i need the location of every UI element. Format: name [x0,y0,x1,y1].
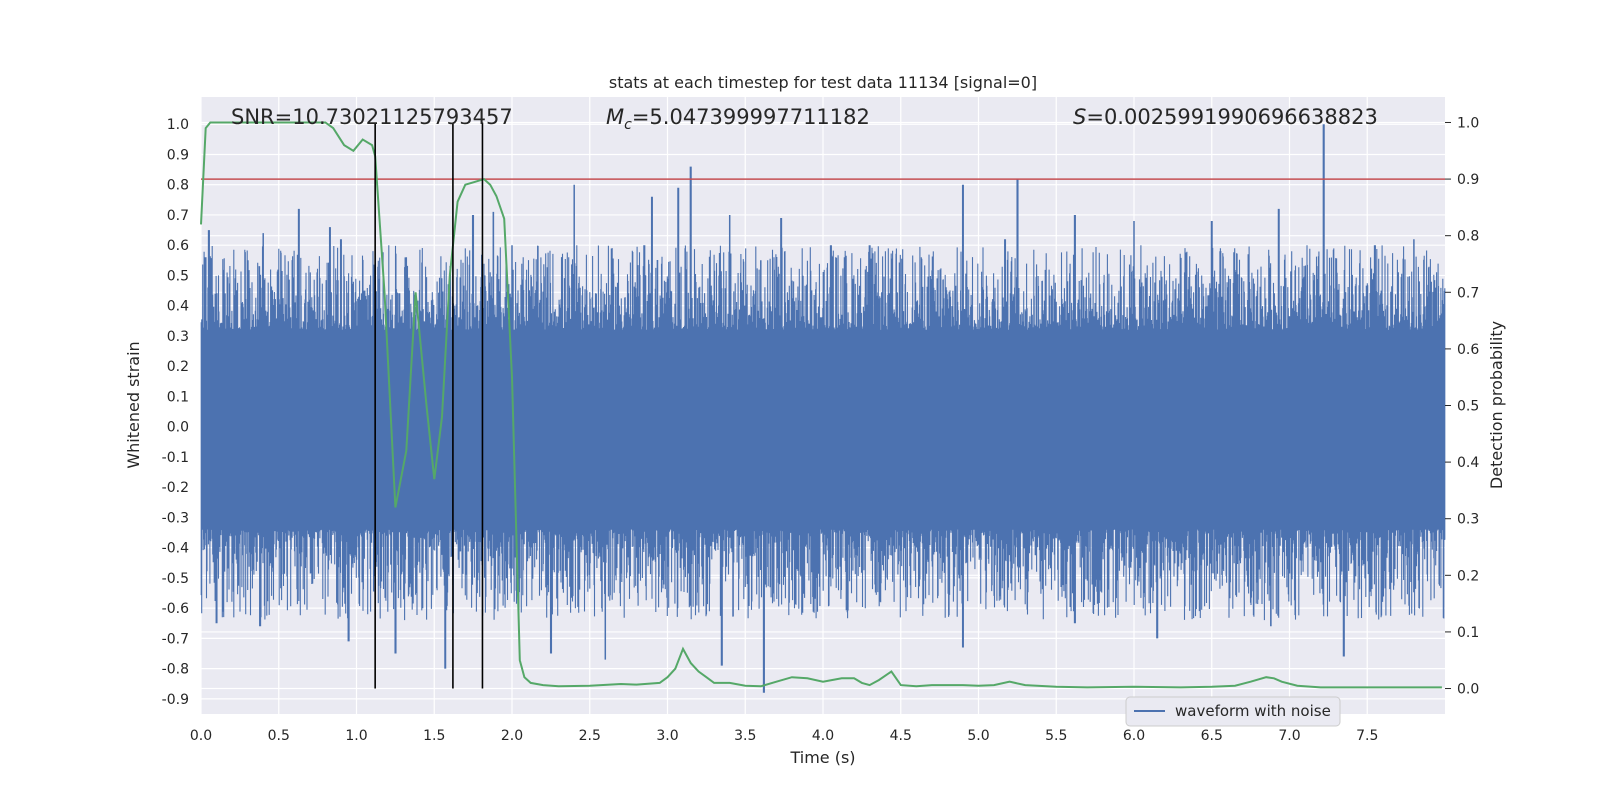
y-left-tick-label: 0.6 [167,238,189,254]
x-tick-label: 6.0 [1123,728,1145,744]
x-tick-label: 4.0 [812,728,834,744]
x-tick-label: 7.0 [1278,728,1300,744]
x-tick-label: 0.0 [190,728,212,744]
snr-annotation: SNR=10.73021125793457 [231,105,513,129]
y-left-tick-label: -0.6 [162,601,189,617]
x-tick-label: 5.0 [967,728,989,744]
y-right-tick-label: 0.4 [1457,455,1479,471]
y-left-tick-label: 0.8 [167,178,189,194]
y-axis-left-ticks: 1.0 0.9 0.8 0.7 0.6 0.5 0.4 0.3 0.2 0.1 0.0 -0.1 -0.… [162,117,189,708]
y-left-tick-label: -0.9 [162,692,189,708]
y-right-tick-label: 0.1 [1457,625,1479,641]
x-tick-label: 6.5 [1201,728,1223,744]
s-value: =0.0025991990696638823 [1086,105,1378,129]
x-axis-ticks: 0.0 0.5 1.0 1.5 2.0 2.5 3.0 3.5 4.0 4.5 5.0 5.5 6.0 6… [190,728,1379,744]
y-left-tick-label: -0.3 [162,510,189,526]
y-left-tick-label: 0.5 [167,268,189,284]
y-right-tick-label: 0.9 [1457,172,1479,188]
y-left-tick-label: -0.1 [162,450,189,466]
chart-title: stats at each timestep for test data 111… [609,73,1037,92]
x-tick-label: 3.0 [656,728,678,744]
s-annotation: S=0.0025991990696638823 [1073,105,1378,129]
y-left-tick-label: -0.4 [162,541,189,557]
y-right-tick-label: 1.0 [1457,115,1479,131]
y-left-tick-label: -0.7 [162,631,189,647]
chirp-mass-annotation: Mc=5.047399997711182 [606,105,870,133]
y-axis-right-ticks: 1.0 0.9 0.8 0.7 0.6 0.5 0.4 0.3 0.2 0.1 0.0 [1445,115,1479,698]
y-left-tick-label: 0.4 [167,299,189,315]
y-left-tick-label: 0.3 [167,329,189,345]
x-tick-label: 5.5 [1045,728,1067,744]
y-axis-left-label: Whitened strain [124,341,143,468]
y-left-tick-label: -0.2 [162,480,189,496]
probability-series [200,121,1445,689]
y-right-tick-label: 0.3 [1457,512,1479,528]
x-tick-label: 1.0 [345,728,367,744]
y-left-tick-label: 0.7 [167,208,189,224]
x-tick-label: 2.0 [501,728,523,744]
y-right-tick-label: 0.6 [1457,342,1479,358]
x-tick-label: 1.5 [423,728,445,744]
y-left-tick-label: 1.0 [167,117,189,133]
x-tick-label: 7.5 [1356,728,1378,744]
y-right-tick-label: 0.2 [1457,568,1479,584]
x-tick-label: 2.5 [579,728,601,744]
x-tick-label: 3.5 [734,728,756,744]
y-left-tick-label: 0.2 [167,359,189,375]
chirp-mass-value: =5.047399997711182 [632,105,870,129]
y-left-tick-label: -0.8 [162,662,189,678]
vertical-markers [374,122,484,689]
x-axis-label: Time (s) [789,748,855,767]
y-right-tick-label: 0.7 [1457,285,1479,301]
x-tick-label: 0.5 [268,728,290,744]
y-left-tick-label: 0.9 [167,147,189,163]
y-left-tick-label: -0.5 [162,571,189,587]
legend-box [1125,696,1341,727]
legend: waveform with noise [1125,696,1341,727]
chirp-mass-symbol: M [606,105,624,129]
y-left-tick-label: 0.1 [167,389,189,405]
chirp-mass-subscript: c [624,117,632,133]
y-right-tick-label: 0.8 [1457,229,1479,245]
y-left-tick-label: 0.0 [167,420,189,436]
probability-line [200,121,1442,689]
y-right-tick-label: 0.5 [1457,399,1479,415]
y-axis-right-label: Detection probability [1487,321,1506,489]
s-symbol: S [1073,105,1086,129]
y-right-tick-label: 0.0 [1457,682,1479,698]
legend-label-waveform: waveform with noise [1175,702,1331,720]
x-tick-label: 4.5 [890,728,912,744]
